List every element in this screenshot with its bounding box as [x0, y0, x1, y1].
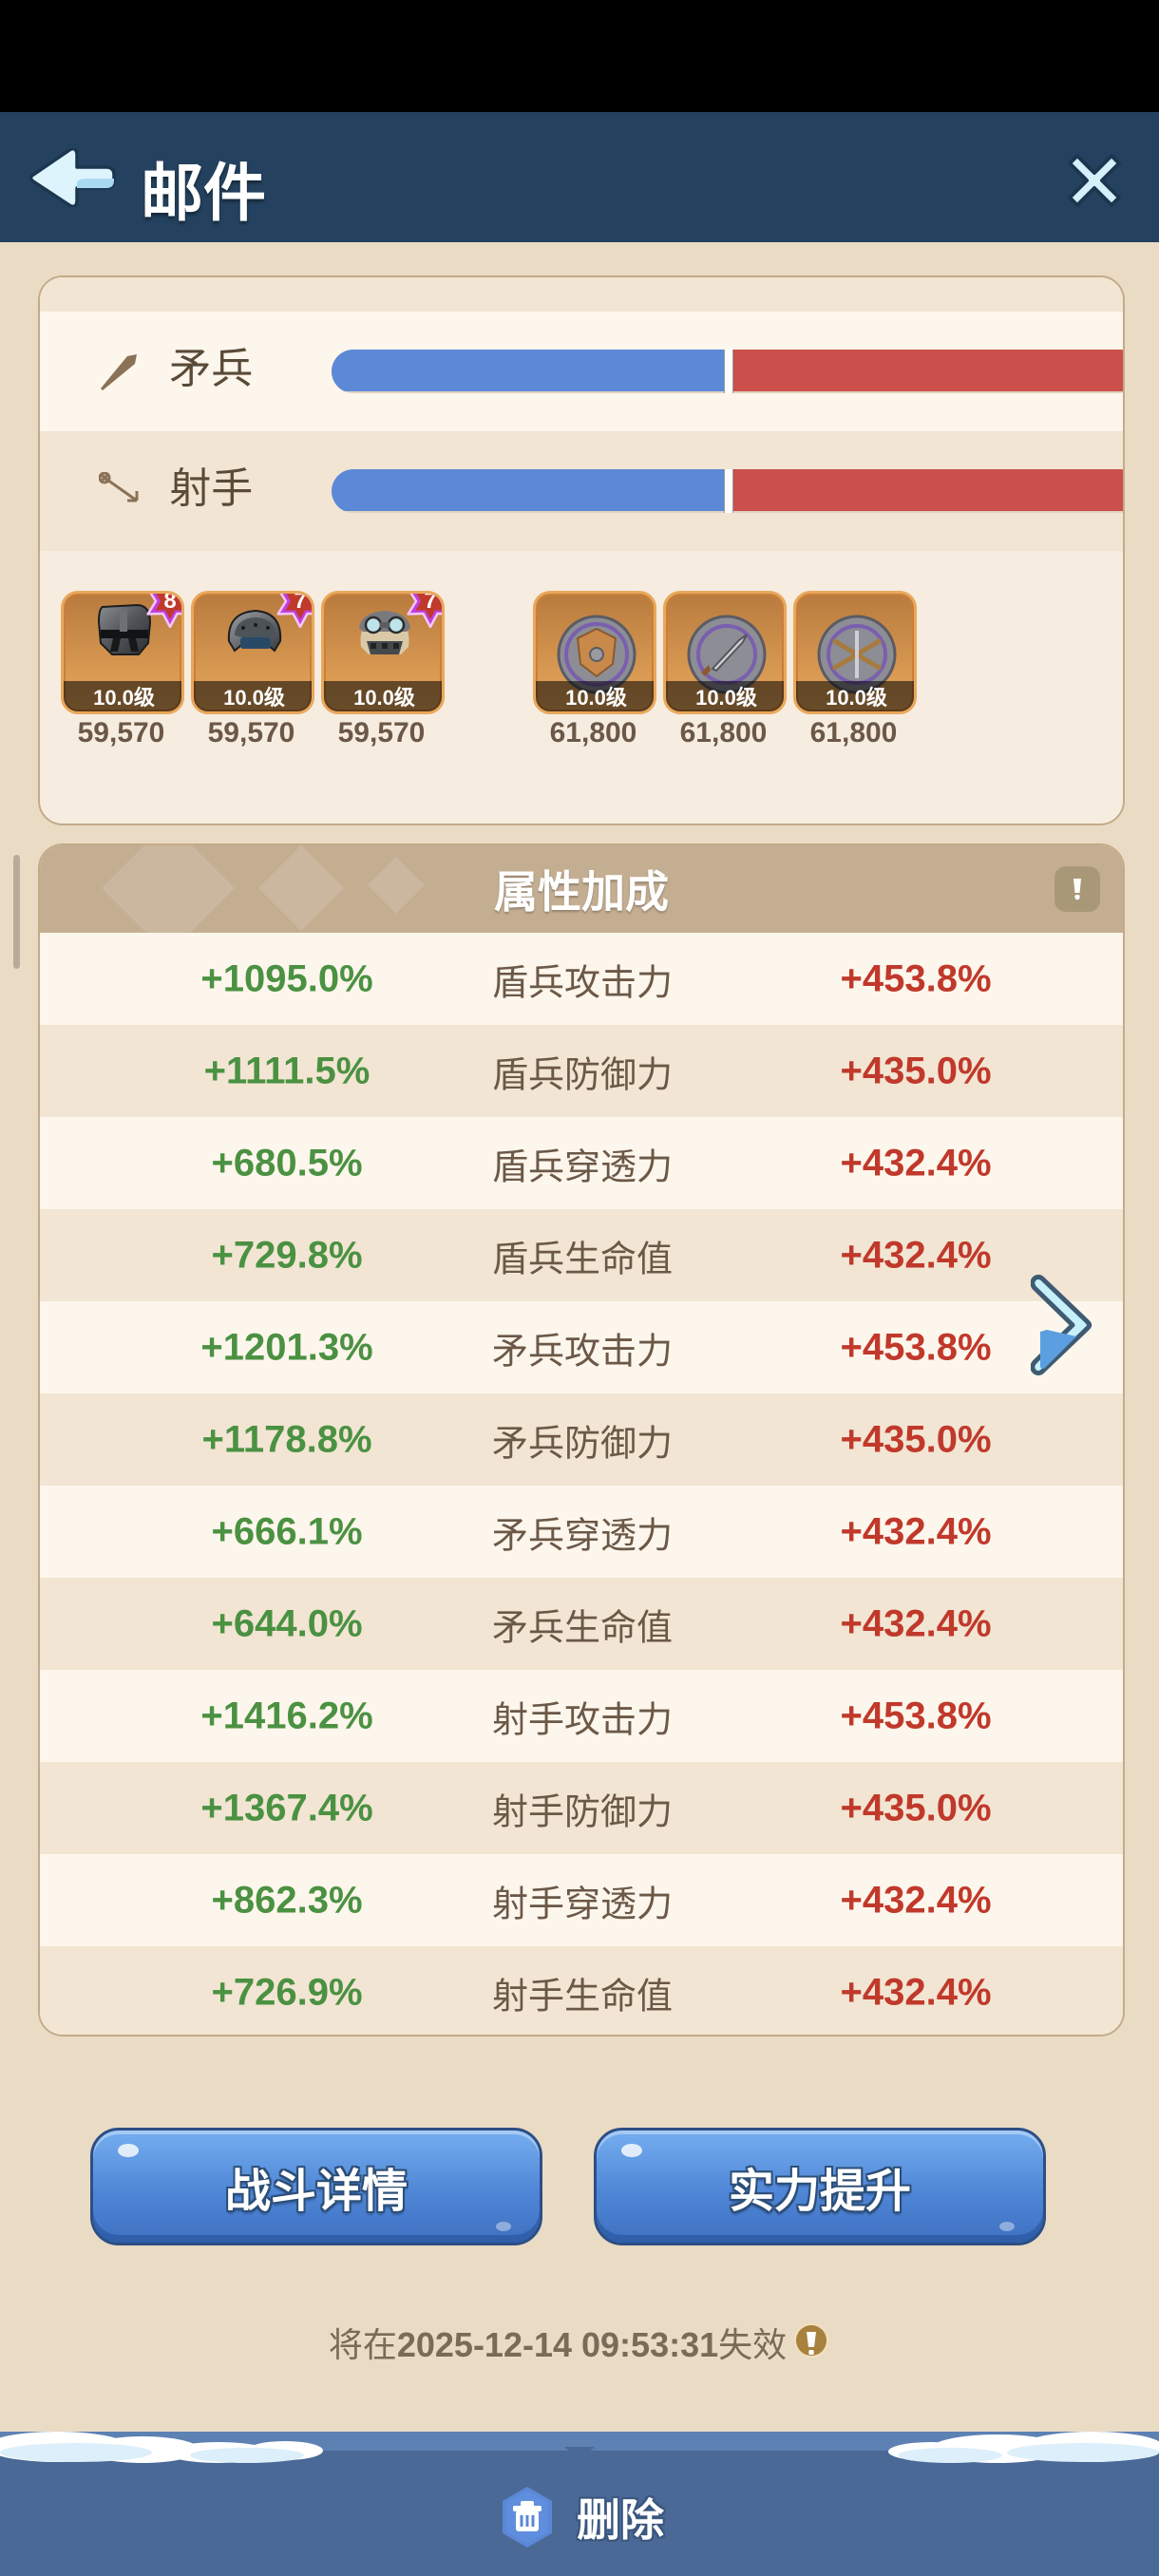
svg-text:8: 8 — [163, 591, 176, 614]
svg-text:7: 7 — [424, 591, 436, 614]
svg-text:7: 7 — [294, 591, 306, 614]
